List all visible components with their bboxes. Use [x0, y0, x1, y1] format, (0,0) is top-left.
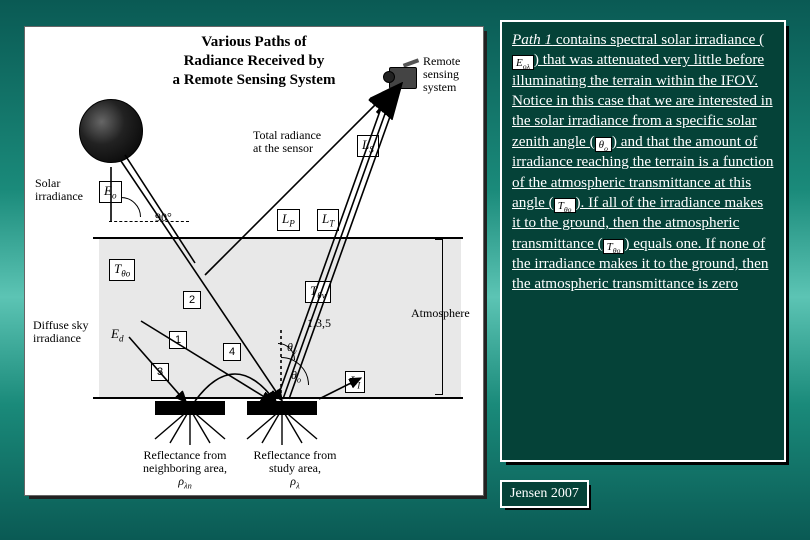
sym1sub: oλ	[523, 63, 530, 72]
p1a: contains spectral solar irradiance (	[552, 31, 764, 48]
sym4sub: θo	[613, 246, 621, 255]
sym-Ttheta-o-1: Tθo	[554, 198, 576, 213]
refl-s-l2: study area,	[269, 461, 321, 475]
refl-s-l1: Reflectance from	[254, 448, 337, 462]
rays-svg	[25, 27, 485, 427]
refl-n-l1: Reflectance from	[144, 448, 227, 462]
sym-Ttheta-o-2: Tθo	[603, 239, 625, 254]
refl-study-label: Reflectance from study area, ρλ	[235, 449, 355, 491]
sym-Eolambda: Eoλ	[512, 55, 534, 70]
refl-neighbor-label: Reflectance from neighboring area, ρλn	[125, 449, 245, 491]
path1-lead: Path 1	[512, 31, 552, 48]
sym1: E	[516, 57, 523, 69]
citation: Jensen 2007	[500, 480, 589, 508]
citation-text: Jensen 2007	[510, 486, 579, 501]
rho-n-sub: λn	[184, 482, 192, 491]
description-panel: Path 1 contains spectral solar irradianc…	[500, 20, 786, 462]
sym3sub: θo	[564, 205, 572, 214]
sym2sub: o	[604, 144, 608, 153]
slide-root: Various Paths of Radiance Received by a …	[0, 0, 810, 540]
diagram-inner: Various Paths of Radiance Received by a …	[25, 27, 483, 495]
refl-n-l2: neighboring area,	[143, 461, 227, 475]
description-text: Path 1 contains spectral solar irradianc…	[502, 22, 784, 303]
rho-sub: λ	[296, 482, 300, 491]
radiance-diagram: Various Paths of Radiance Received by a …	[24, 26, 484, 496]
sym-theta-o: θo	[595, 137, 612, 152]
